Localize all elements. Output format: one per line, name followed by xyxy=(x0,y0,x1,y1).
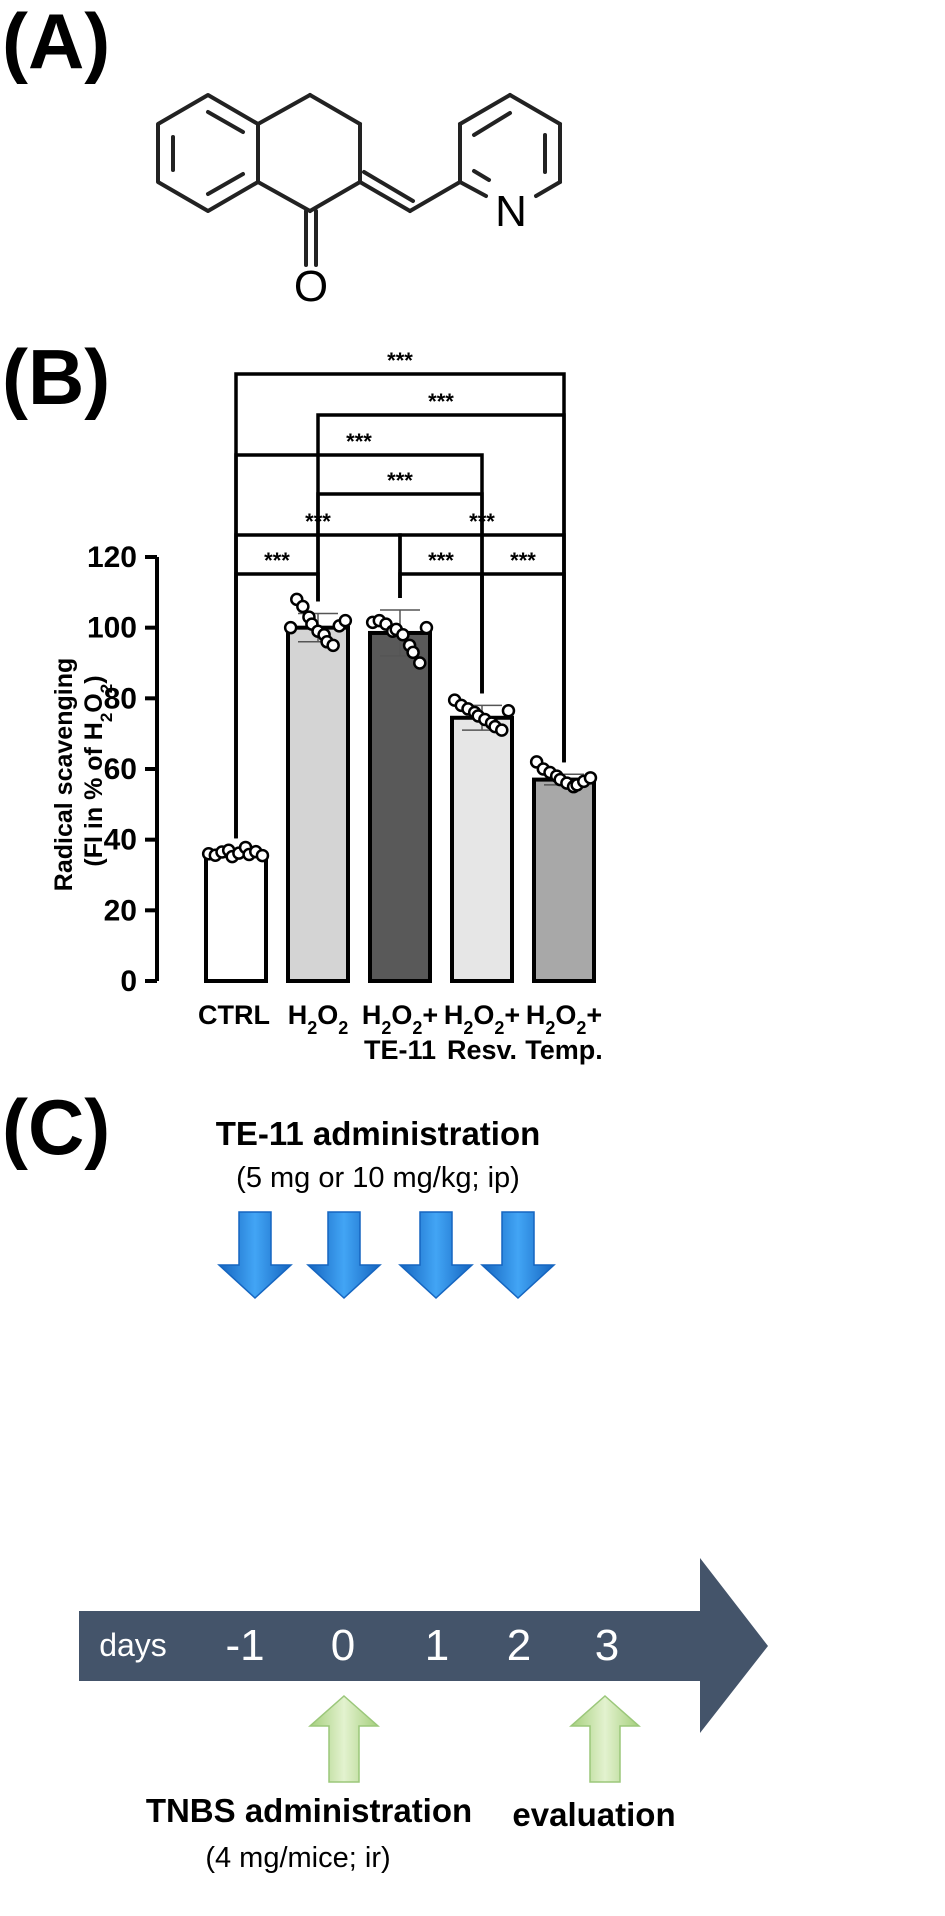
bars-layer xyxy=(204,625,596,984)
te11-dose-subtitle: (5 mg or 10 mg/kg; ip) xyxy=(236,1162,520,1194)
y-tick-label-100: 100 xyxy=(87,612,137,645)
molecule-structure xyxy=(156,93,562,267)
day-number-3: 2 xyxy=(507,1621,531,1670)
points-layer xyxy=(201,592,598,864)
te11-dose-arrow-1 xyxy=(306,1211,382,1300)
significance-layer: *** *** ****** *************** xyxy=(234,348,566,839)
days-timeline-arrow xyxy=(79,1558,768,1733)
bar-1 xyxy=(286,625,350,984)
te11-dose-arrow-0 xyxy=(217,1211,293,1300)
te11-dose-arrows xyxy=(217,1211,556,1300)
y-tick-label-20: 20 xyxy=(104,894,137,927)
tnbs-evaluation-arrows xyxy=(308,1694,641,1783)
sig-label-1: *** xyxy=(428,548,454,573)
category-label-4: H2O2+ xyxy=(526,1000,602,1038)
te11-administration-title: TE-11 administration xyxy=(216,1115,541,1152)
day-number-4: 3 xyxy=(595,1621,619,1670)
bar-0 xyxy=(204,851,268,983)
te11-dose-arrow-3 xyxy=(480,1211,556,1300)
radical-scavenging-bar-chart: *** *** ****** *************** 020406080100… xyxy=(50,348,603,1065)
category-label-0: CTRL xyxy=(198,1000,270,1030)
point-4-9 xyxy=(583,771,598,785)
y-tick-label-120: 120 xyxy=(87,541,137,574)
sig-label-0: *** xyxy=(264,548,290,573)
sig-label-2: *** xyxy=(510,548,536,573)
day-numbers-layer: -1 0 1 2 3 xyxy=(225,1621,619,1670)
category-label-3: H2O2+ xyxy=(444,1000,520,1038)
y-axis-label: Radical scavenging (FI in % of H2O2) xyxy=(50,651,116,891)
atom-n-label: N xyxy=(495,187,527,236)
tnbs-administration-title: TNBS administration xyxy=(146,1792,472,1829)
days-label: days xyxy=(99,1627,167,1663)
point-0-9 xyxy=(255,848,270,863)
category-sublabel-4: Temp. xyxy=(525,1035,603,1065)
y-tick-label-60: 60 xyxy=(104,753,137,786)
evaluation-label: evaluation xyxy=(512,1796,675,1833)
sig-bracket-8 xyxy=(234,372,566,839)
day-number-0: -1 xyxy=(225,1621,264,1670)
point-2-5 xyxy=(396,627,410,642)
green-arrow-0 xyxy=(308,1694,380,1783)
category-sublabel-3: Resv. xyxy=(447,1035,517,1065)
sig-label-8: *** xyxy=(387,348,413,373)
te11-dose-arrow-2 xyxy=(398,1211,474,1300)
bar-4 xyxy=(532,777,596,983)
point-2-9 xyxy=(419,620,434,635)
y-tick-label-40: 40 xyxy=(104,824,137,857)
y-axis-label-line1: Radical scavenging xyxy=(50,658,78,891)
point-3-8 xyxy=(495,723,509,737)
panel-b-label: (B) xyxy=(2,333,111,421)
atom-o-label: O xyxy=(294,262,328,311)
point-2-7 xyxy=(406,645,420,660)
y-tick-label-80: 80 xyxy=(104,682,137,715)
point-2-8 xyxy=(413,656,427,670)
y-tick-label-0: 0 xyxy=(120,965,137,998)
sig-label-7: *** xyxy=(428,389,454,414)
y-ticks-layer: 0 20 40 60 80 100 120 xyxy=(87,541,157,998)
day-number-2: 1 xyxy=(425,1621,449,1670)
sig-label-6: *** xyxy=(346,429,372,454)
point-3-9 xyxy=(501,703,516,718)
bar-2 xyxy=(368,630,432,983)
green-arrow-1 xyxy=(569,1694,641,1783)
sig-bracket-7 xyxy=(316,413,566,763)
category-sublabel-2: TE-11 xyxy=(364,1035,436,1065)
point-1-8 xyxy=(326,638,340,653)
sig-label-5: *** xyxy=(387,468,413,493)
point-1-10 xyxy=(338,613,353,628)
category-label-2: H2O2+ xyxy=(362,1000,438,1038)
day-number-1: 0 xyxy=(331,1621,355,1670)
panel-a-label: (A) xyxy=(2,0,111,85)
sig-bracket-6 xyxy=(234,453,484,839)
category-label-1: H2O2 xyxy=(288,1000,349,1038)
bar-3 xyxy=(450,715,514,983)
point-1-2 xyxy=(296,599,310,614)
point-1-0 xyxy=(283,620,298,635)
panel-c-label: (C) xyxy=(2,1083,111,1171)
tnbs-dose-subtitle: (4 mg/mice; ir) xyxy=(205,1842,390,1874)
